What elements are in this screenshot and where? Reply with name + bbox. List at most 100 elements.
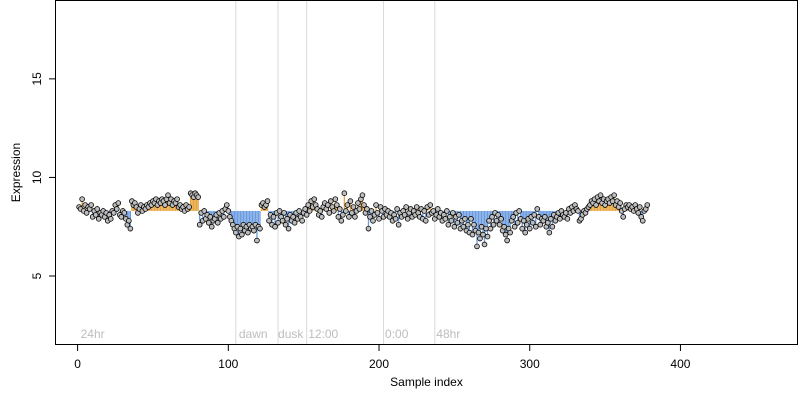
data-point [254,237,260,244]
data-point [421,208,428,214]
section-label: 24hr [81,327,105,341]
data-point [214,219,221,226]
x-tick-label: 300 [520,357,540,371]
data-point [305,202,311,208]
data-point [251,227,257,234]
data-point [394,206,400,212]
data-point [546,229,553,236]
plot-frame [55,0,798,345]
data-point [324,202,331,208]
data-point [502,231,509,238]
x-axis-title: Sample index [390,375,463,389]
data-point [507,229,513,236]
data-point [356,206,363,212]
data-point [564,216,571,222]
data-point [636,204,643,210]
data-point [279,218,286,224]
section-label: 48hr [436,327,460,341]
data-point [368,208,375,214]
data-points [76,190,651,250]
data-point [454,219,461,226]
data-point [522,229,529,236]
data-point [542,214,548,220]
data-point [365,225,372,232]
data-point [422,218,429,224]
data-point [302,206,308,212]
data-point [534,206,541,212]
data-point [311,196,318,202]
data-point [481,241,488,248]
section-label: 12:00 [308,327,338,341]
data-point [207,214,214,220]
data-point [635,210,642,216]
x-tick-label: 100 [218,357,238,371]
data-point [545,219,551,226]
data-point [548,216,554,222]
section-label: dusk [278,327,304,341]
data-point [639,218,646,224]
y-axis-title: Expression [9,143,23,202]
data-point [537,221,544,228]
data-point [532,223,539,230]
data-point [376,216,382,222]
data-point [94,206,100,212]
section-label: 0:00 [385,327,409,341]
data-point [284,216,290,222]
data-point [264,198,271,204]
data-point [451,223,458,230]
data-point [332,196,339,202]
data-point [611,192,617,198]
data-point [334,202,340,208]
data-point [92,212,99,218]
data-point [489,214,495,220]
data-point [201,208,208,214]
data-point [359,192,366,198]
data-point [504,237,510,244]
data-point [239,231,245,238]
data-point [272,223,278,230]
x-tick-label: 0 [74,357,81,371]
data-point [121,210,128,216]
data-point [337,206,343,212]
data-point [113,206,120,212]
data-point [344,202,351,208]
data-point [95,216,102,222]
data-point [448,218,455,224]
section-labels: 24hr dawn dusk 12:00 0:00 48hr [81,327,461,341]
data-point [435,206,441,212]
data-point [186,204,192,210]
data-point [367,214,373,220]
data-point [326,210,333,216]
data-point [317,208,324,214]
section-label: dawn [239,327,268,341]
data-point [350,204,357,210]
data-point [327,198,334,204]
data-point [270,214,277,220]
data-point [364,206,370,212]
data-point [531,212,538,218]
data-point [490,221,497,228]
data-point [107,216,114,222]
data-point [401,212,408,218]
data-point [575,208,581,214]
data-point [282,221,289,228]
data-point [352,214,358,220]
data-point [486,218,492,224]
x-axis: 0 100 200 300 400 [74,345,691,371]
data-point [233,229,239,236]
data-point [291,219,298,226]
data-point [224,202,230,208]
data-point [549,223,556,230]
data-point [465,221,471,228]
data-point [245,229,251,236]
data-point [468,216,474,222]
data-point [127,225,134,232]
data-point [196,221,203,228]
data-point [445,221,452,228]
data-point [174,196,180,202]
data-point [88,202,94,208]
data-point [338,218,345,224]
data-point [205,219,212,226]
data-point [361,202,367,208]
data-point [484,233,491,240]
